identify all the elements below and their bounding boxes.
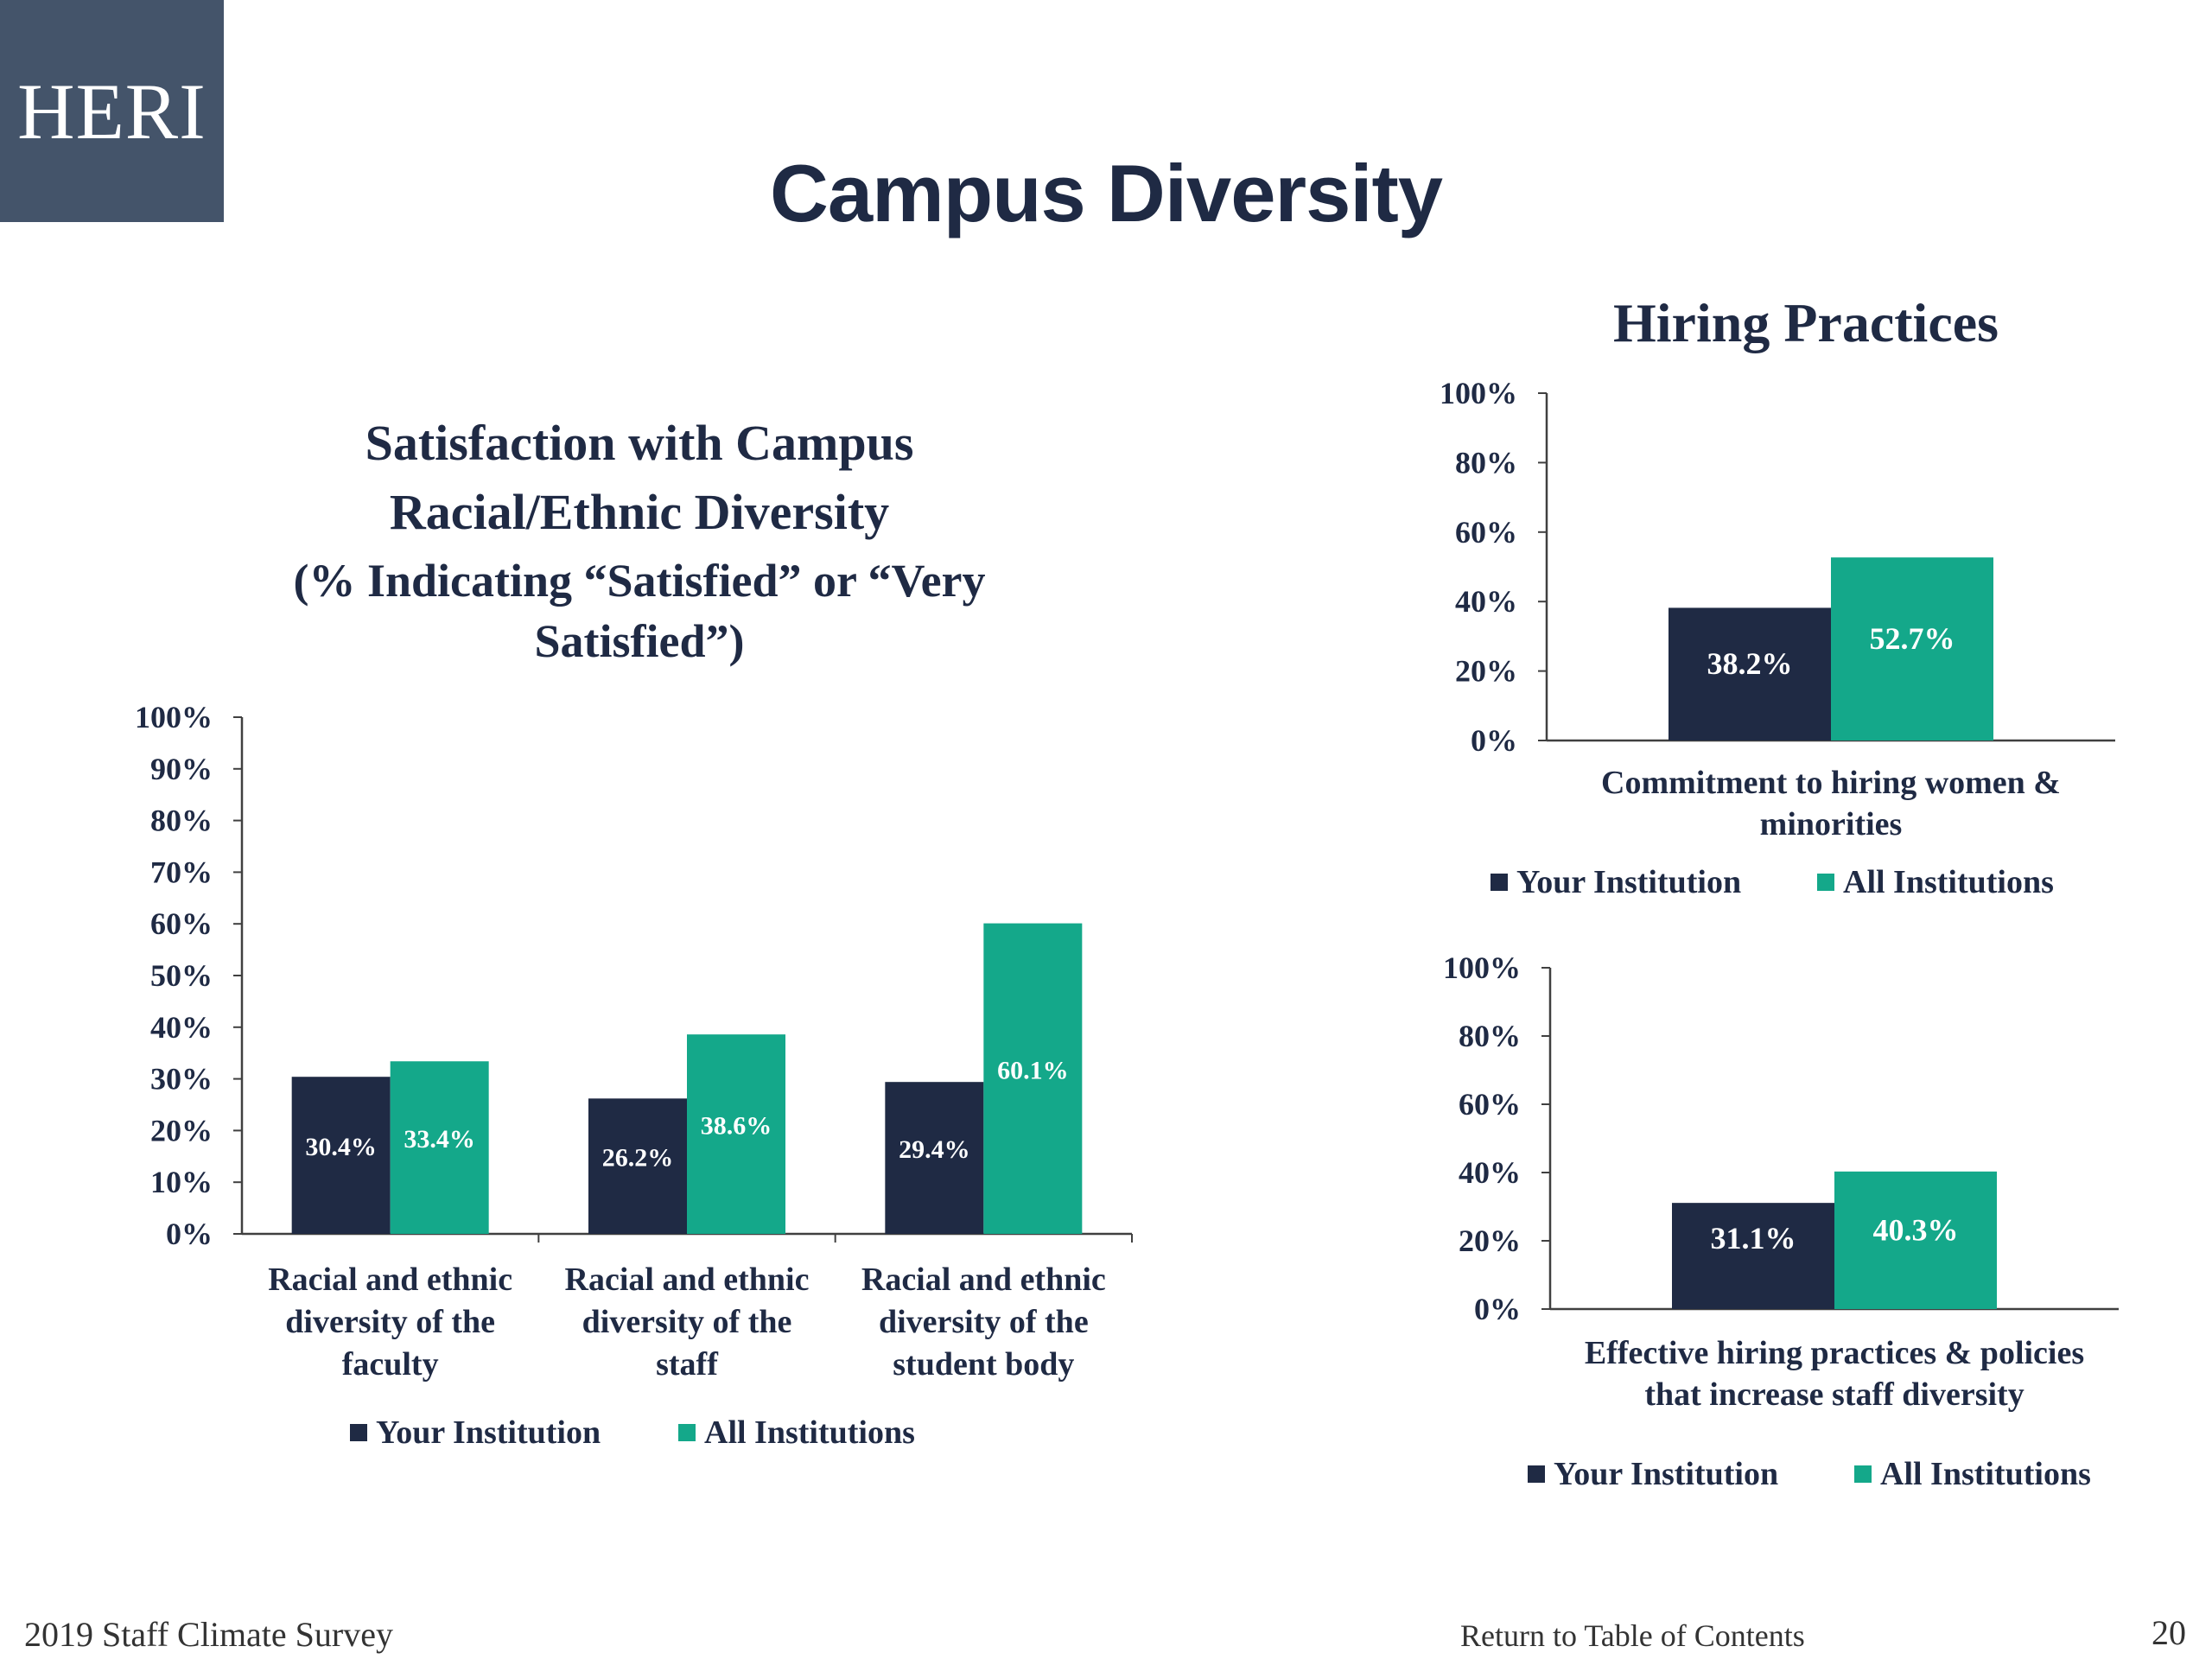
legend-label: Your Institution — [376, 1414, 601, 1451]
y-tick-label: 80% — [1459, 1019, 1521, 1053]
chart-title-line: Racial/Ethnic Diversity — [390, 484, 889, 540]
data-label: 38.6% — [701, 1112, 772, 1141]
y-tick-label: 0% — [1471, 723, 1517, 758]
legend-swatch — [1817, 874, 1834, 891]
chart-1: Satisfaction with Campus Racial/Ethnic Di… — [135, 415, 1133, 1451]
y-tick-label: 60% — [150, 906, 213, 941]
y-tick-label: 10% — [150, 1165, 213, 1199]
page-number: 20 — [2152, 1613, 2186, 1652]
legend-label: Your Institution — [1554, 1456, 1778, 1492]
y-tick-label: 30% — [150, 1062, 213, 1096]
legend-swatch — [1854, 1465, 1872, 1483]
y-tick-label: 20% — [1455, 654, 1517, 689]
y-tick-label: 80% — [150, 804, 213, 838]
y-tick-label: 40% — [1459, 1155, 1521, 1190]
return-to-toc-link[interactable]: Return to Table of Contents — [1460, 1618, 1805, 1653]
x-category-label: faculty — [342, 1346, 439, 1382]
y-tick-label: 80% — [1455, 445, 1517, 480]
heri-logo: HERI — [0, 0, 224, 222]
data-label: 60.1% — [997, 1056, 1069, 1084]
data-label: 33.4% — [404, 1125, 475, 1154]
data-label: 52.7% — [1870, 621, 1955, 656]
legend-swatch — [678, 1424, 696, 1441]
data-label: 40.3% — [1873, 1212, 1959, 1247]
x-category-label: staff — [656, 1346, 719, 1382]
y-tick-label: 90% — [150, 752, 213, 786]
chart-title-line: Hiring Practices — [1613, 292, 1999, 353]
bar-all-institutions — [1831, 557, 1993, 741]
page-title: Campus Diversity — [769, 148, 1443, 238]
x-category-label: Racial and ethnic — [268, 1262, 512, 1298]
chart-title-line: Satisfied”) — [535, 615, 745, 667]
legend-label: All Institutions — [1843, 864, 2054, 900]
footer-survey-name: 2019 Staff Climate Survey — [24, 1615, 393, 1654]
y-tick-label: 20% — [1459, 1224, 1521, 1258]
legend-swatch — [1491, 874, 1508, 891]
bar-all-institutions — [1834, 1171, 1997, 1309]
bar-your-institution — [1669, 607, 1831, 741]
bar-your-institution — [588, 1098, 687, 1234]
chart-3: 0% 20% 40% 60% 80% 100% 31.1% 40.3% Effective hi… — [1443, 950, 2119, 1492]
logo-text: HERI — [17, 67, 207, 156]
legend-swatch — [1528, 1465, 1545, 1483]
y-tick-label: 40% — [150, 1010, 213, 1045]
data-label: 30.4% — [305, 1133, 377, 1161]
x-category-label: that increase staff diversity — [1644, 1376, 2024, 1413]
x-category-label: Racial and ethnic — [861, 1262, 1106, 1298]
y-tick-label: 20% — [150, 1113, 213, 1147]
bar-your-institution — [291, 1077, 391, 1234]
data-label: 38.2% — [1707, 646, 1793, 681]
x-category-label: Effective hiring practices & policies — [1585, 1335, 2084, 1371]
y-tick-label: 100% — [135, 700, 213, 734]
chart-title-line: Satisfaction with Campus — [365, 415, 914, 471]
x-category-label: Commitment to hiring women & — [1601, 765, 2061, 801]
bar-all-institutions — [983, 923, 1083, 1234]
chart-title-line: (% Indicating “Satisfied” or “Very — [293, 555, 985, 607]
bar-all-institutions — [390, 1061, 489, 1234]
x-category-label: Racial and ethnic — [565, 1262, 810, 1298]
legend-swatch — [350, 1424, 367, 1441]
y-tick-label: 70% — [150, 855, 213, 889]
y-tick-label: 50% — [150, 958, 213, 993]
x-category-label: diversity of the — [879, 1304, 1089, 1340]
data-label: 29.4% — [899, 1135, 970, 1164]
data-label: 31.1% — [1711, 1221, 1796, 1255]
y-tick-label: 100% — [1440, 376, 1517, 410]
y-tick-label: 0% — [1474, 1292, 1521, 1326]
data-label: 26.2% — [602, 1144, 674, 1173]
bar-your-institution — [1672, 1203, 1834, 1309]
y-tick-label: 40% — [1455, 584, 1517, 619]
legend-label: Your Institution — [1516, 864, 1741, 900]
chart-2: Hiring Practices 0% 20% 40% 60% 80% 100% 38.2% 5… — [1440, 292, 2115, 900]
x-category-label: minorities — [1760, 806, 1903, 842]
x-category-label: student body — [893, 1346, 1074, 1382]
x-category-label: diversity of the — [582, 1304, 792, 1340]
bar-all-institutions — [687, 1034, 785, 1234]
y-tick-label: 100% — [1443, 950, 1521, 985]
x-category-label: diversity of the — [285, 1304, 495, 1340]
bar-your-institution — [885, 1082, 984, 1234]
legend-label: All Institutions — [704, 1414, 915, 1451]
y-tick-label: 60% — [1459, 1087, 1521, 1122]
y-tick-label: 0% — [166, 1217, 213, 1251]
y-tick-label: 60% — [1455, 515, 1517, 550]
legend-label: All Institutions — [1880, 1456, 2091, 1492]
